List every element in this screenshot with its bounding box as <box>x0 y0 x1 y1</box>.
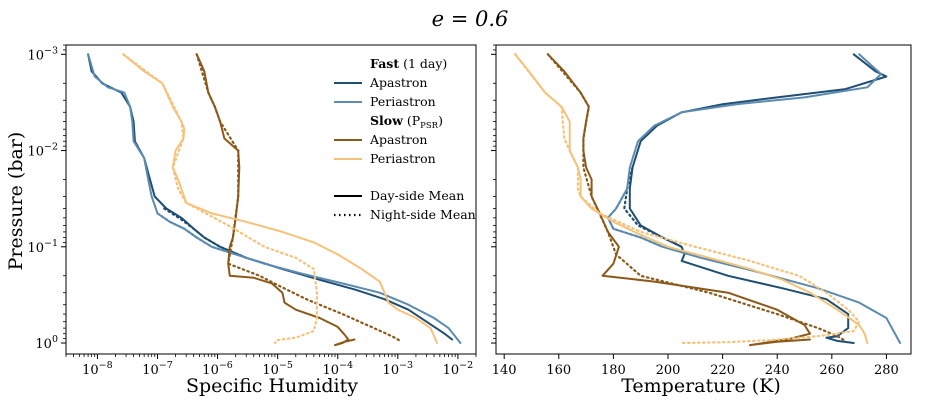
series-line <box>122 53 318 345</box>
legend-entry: Periastron <box>370 151 436 166</box>
series-line <box>195 53 356 347</box>
series-line <box>606 53 902 344</box>
temperature-panel: 140 160 180 200 220 240 260 280 <box>491 44 912 378</box>
x-tick-label: 200 <box>656 363 681 378</box>
legend-entry: Apastron <box>369 132 427 147</box>
legend: Fast (1 day) Apastron Periastron Slow (PPSR… <box>334 56 476 222</box>
figure-title: e = 0.6 <box>432 7 509 31</box>
series-line <box>628 53 888 344</box>
x-tick-label: 10−5 <box>262 360 293 378</box>
x-axis-title-humidity: Specific Humidity <box>186 375 358 397</box>
x-tick-label: 160 <box>546 363 571 378</box>
y-axis-title: Pressure (bar) <box>5 132 27 271</box>
plot-frame <box>65 44 477 355</box>
humidity-panel: 10−8 10−7 10−6 10−5 10−4 10−3 10−2 10−3 10−2 10−1… <box>27 44 477 378</box>
x-tick-label: 260 <box>819 363 844 378</box>
x-tick-label: 10−2 <box>443 360 474 378</box>
plot-frame <box>495 44 912 355</box>
x-tick-label: 180 <box>601 363 626 378</box>
series-line <box>195 53 402 342</box>
series-group <box>87 53 462 347</box>
legend-entry: Apastron <box>369 75 427 90</box>
x-tick-label: 10−7 <box>142 360 173 378</box>
y-tick-label: 10−2 <box>27 142 58 160</box>
x-tick-label: 220 <box>710 363 735 378</box>
x-axis-title-temperature: Temperature (K) <box>621 375 781 397</box>
legend-style-label: Night-side Mean <box>370 207 476 222</box>
series-line <box>514 53 861 345</box>
y-tick-label: 10−1 <box>27 238 58 256</box>
legend-style-label: Day-side Mean <box>370 188 464 203</box>
x-tick-label: 280 <box>874 363 899 378</box>
x-tick-label: 240 <box>765 363 790 378</box>
series-line <box>546 53 847 342</box>
x-tick-label: 10−3 <box>383 360 414 378</box>
x-tick-label: 10−8 <box>82 360 113 378</box>
x-tick-label: 10−4 <box>322 360 353 378</box>
series-group <box>514 53 902 347</box>
legend-group-header: Slow (PPSR) <box>370 113 443 131</box>
x-tick-label: 140 <box>492 363 517 378</box>
legend-group-header: Fast (1 day) <box>370 56 447 71</box>
x-tick-label: 10−6 <box>202 360 233 378</box>
series-line <box>606 187 664 248</box>
series-line <box>156 212 237 256</box>
series-line <box>163 207 248 259</box>
y-tick-label: 100 <box>35 334 58 352</box>
series-line <box>514 53 869 344</box>
y-tick-label: 10−3 <box>27 45 58 63</box>
legend-entry: Periastron <box>370 94 436 109</box>
